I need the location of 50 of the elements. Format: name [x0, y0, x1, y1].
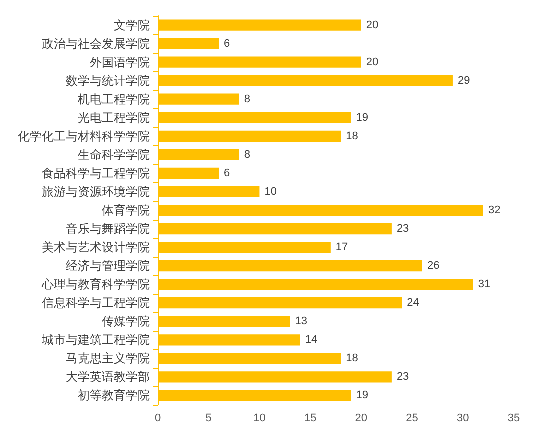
y-tick-label: 音乐与舞蹈学院: [66, 222, 150, 236]
data-label: 31: [478, 278, 491, 291]
data-label: 29: [458, 74, 470, 87]
y-tick-label: 经济与管理学院: [66, 259, 150, 274]
y-tick-label: 心理与教育科学学院: [41, 278, 150, 292]
y-tick-label: 机电工程学院: [78, 92, 150, 106]
y-tick-label: 大学英语教学部: [66, 370, 150, 384]
y-tick-label: 城市与建筑工程学院: [41, 333, 150, 348]
y-tick-label: 美术与艺术设计学院: [42, 240, 150, 255]
data-label: 20: [366, 19, 379, 32]
x-tick-label: 15: [304, 412, 317, 424]
data-label: 23: [396, 223, 410, 236]
y-tick-label: 光电工程学院: [78, 110, 150, 125]
data-label: 19: [356, 390, 369, 402]
data-label: 18: [346, 130, 358, 142]
y-tick-label: 文学院: [114, 18, 150, 32]
data-label: 8: [244, 148, 250, 161]
data-label: 13: [295, 316, 308, 328]
x-tick-label: 25: [406, 412, 418, 424]
x-tick-label: 30: [457, 412, 470, 424]
x-tick-label: 5: [206, 412, 212, 424]
y-tick-label: 政治与社会发展学院: [42, 36, 150, 51]
data-label: 10: [264, 186, 277, 198]
y-tick-label: 外国语学院: [90, 55, 150, 70]
y-tick-label: 体育学院: [102, 204, 150, 218]
x-tick-label: 35: [508, 412, 520, 424]
y-tick-label: 数学与统计学院: [66, 74, 150, 88]
y-tick-label: 旅游与资源环境学院: [42, 184, 150, 199]
y-tick-label: 生命科学学院: [78, 148, 150, 162]
y-tick-label: 初等教育学院: [78, 388, 150, 403]
data-label: 23: [396, 371, 410, 384]
x-tick-label: 20: [355, 412, 368, 424]
data-label: 20: [366, 56, 379, 68]
data-label: 6: [224, 167, 230, 180]
x-tick-label: 0: [154, 412, 162, 424]
data-label: 26: [427, 260, 440, 272]
data-label: 6: [224, 38, 230, 50]
data-label: 32: [488, 204, 501, 216]
data-label: 18: [346, 352, 358, 365]
y-tick-label: 食品科学与工程学院: [42, 166, 150, 180]
data-label: 8: [244, 93, 250, 106]
data-label: 24: [407, 297, 420, 310]
x-tick-label: 10: [254, 412, 266, 424]
y-tick-label: 传媒学院: [102, 314, 150, 329]
data-label: 14: [305, 334, 318, 346]
data-label: 19: [356, 112, 369, 124]
data-label: 17: [336, 242, 348, 254]
y-tick-label: 马克思主义学院: [66, 352, 150, 366]
y-tick-label: 信息科学与工程学院: [42, 296, 150, 310]
y-tick-label: 化学化工与材料科学学院: [18, 129, 150, 144]
